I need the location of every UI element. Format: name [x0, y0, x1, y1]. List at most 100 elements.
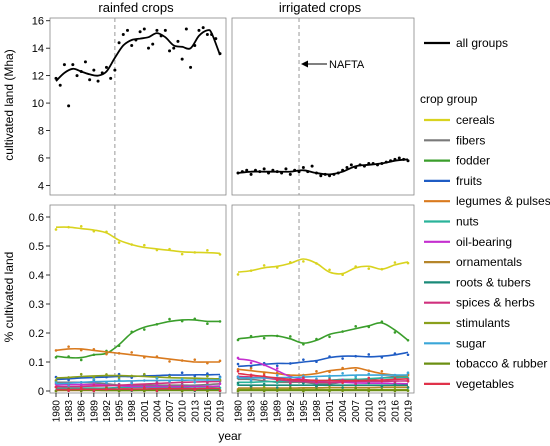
top-point-rainfed: [147, 46, 151, 50]
line-cereals-rainfed: [55, 226, 221, 255]
point-fodder-rainfed: [143, 328, 146, 331]
point-fruits-irrigated: [341, 357, 344, 360]
legend-top-label: all groups: [456, 36, 508, 50]
top-y-tick-label: 12: [32, 71, 44, 83]
legend-label-cereals: cereals: [456, 113, 495, 127]
bottom-y-tick-label: 0.3: [29, 299, 44, 311]
point-fodder-irrigated: [393, 331, 397, 334]
legend-label-tobacco-rubber: tobacco & rubber: [456, 357, 547, 371]
point-fodder-rainfed: [79, 358, 83, 362]
top-panel-frame-rainfed: [49, 17, 227, 196]
x-axes: 1980 1983 1986 1989 1992 1995 1998 2001 2004 2007…: [52, 393, 415, 422]
point-sugar-rainfed: [193, 381, 197, 384]
top-point-irrigated: [262, 167, 266, 171]
x-tick-label-irrigated: 2016: [390, 400, 401, 423]
nafta-arrow: [301, 60, 327, 68]
point-roots-tubers-irrigated: [341, 386, 344, 389]
top-y-tick-label: 16: [32, 16, 44, 28]
top-y-tick-label: 10: [32, 98, 44, 110]
top-y-tick-label: 8: [38, 126, 44, 138]
legend-label-vegetables: vegetables: [456, 377, 514, 391]
point-stimulants-irrigated: [262, 385, 266, 389]
point-fodder-irrigated: [328, 335, 331, 339]
top-point-irrigated: [397, 156, 401, 160]
line-oil-bearing-rainfed: [55, 383, 221, 388]
top-point-rainfed: [121, 32, 125, 36]
point-sugar-irrigated: [341, 372, 344, 375]
bottom-y-tick-label: 0.1: [29, 357, 44, 369]
top-y-tick-label: 4: [38, 180, 44, 192]
x-tick-label-rainfed: 1992: [102, 400, 113, 423]
point-roots-tubers-irrigated: [236, 381, 240, 385]
top-point-rainfed: [71, 63, 75, 67]
bottom-y-tick-label: 0.5: [29, 241, 44, 253]
x-tick-label-irrigated: 1995: [299, 400, 310, 423]
point-roots-tubers-irrigated: [406, 386, 410, 389]
bottom-y-tick-label: 0.2: [29, 328, 44, 340]
top-point-rainfed: [180, 57, 184, 61]
top-point-rainfed: [58, 83, 62, 87]
x-tick-label-irrigated: 2019: [404, 400, 415, 423]
top-point-irrigated: [319, 174, 323, 178]
top-point-rainfed: [201, 26, 205, 30]
point-fodder-irrigated: [289, 335, 292, 338]
line-vegetables-rainfed: [55, 387, 221, 391]
point-sugar-rainfed: [130, 381, 133, 385]
point-vegetables-rainfed: [92, 389, 96, 393]
point-vegetables-rainfed: [54, 385, 58, 389]
panel-frames: [49, 17, 415, 394]
bottom-y-tick-label: 0: [38, 386, 44, 398]
point-legumes-pulses-irrigated: [249, 367, 253, 370]
line-legumes-pulses-rainfed: [55, 347, 220, 363]
point-cereals-irrigated: [367, 267, 371, 270]
top-point-irrigated: [288, 172, 292, 176]
point-sugar-irrigated: [275, 374, 279, 377]
point-sugar-irrigated: [406, 371, 410, 375]
top-trend-line-rainfed: [55, 29, 221, 82]
legend-label-legumes-pulses: legumes & pulses: [456, 194, 550, 208]
point-fodder-irrigated: [262, 336, 266, 340]
point-vegetables-irrigated: [302, 376, 305, 379]
line-sugar-rainfed: [55, 379, 220, 385]
x-tick-label-rainfed: 1989: [89, 400, 100, 423]
x-tick-label-rainfed: 2001: [140, 400, 151, 423]
x-tick-label-irrigated: 2004: [338, 400, 349, 423]
point-cereals-rainfed: [143, 243, 146, 247]
x-tick-label-irrigated: 2007: [351, 400, 362, 423]
point-fodder-irrigated: [354, 325, 357, 328]
point-fruits-irrigated: [302, 358, 305, 361]
point-cereals-rainfed: [180, 252, 184, 256]
point-fodder-rainfed: [206, 322, 209, 326]
top-point-rainfed: [104, 65, 108, 69]
point-stimulants-rainfed: [206, 374, 209, 378]
point-legumes-pulses-rainfed: [67, 345, 70, 348]
point-stimulants-irrigated: [393, 385, 397, 389]
legend: cereals fibers fodder fruits legumes & pulse…: [424, 41, 550, 391]
top-point-rainfed: [109, 76, 113, 80]
point-vegetables-irrigated: [406, 379, 410, 383]
x-tick-label-rainfed: 1980: [52, 400, 63, 423]
column-title-irrigated: irrigated crops: [279, 0, 362, 15]
legend-label-fodder: fodder: [456, 154, 490, 168]
point-sugar-irrigated: [249, 378, 253, 382]
point-legumes-pulses-rainfed: [168, 360, 171, 363]
top-y-tick-label: 6: [38, 153, 44, 165]
line-cereals-irrigated: [237, 258, 409, 275]
point-fruits-irrigated: [367, 353, 371, 356]
point-cereals-irrigated: [236, 273, 240, 276]
point-fruits-irrigated: [236, 362, 240, 366]
top-point-rainfed: [163, 28, 167, 32]
point-vegetables-rainfed: [117, 385, 121, 388]
top-point-rainfed: [172, 46, 176, 50]
point-oil-bearing-irrigated: [275, 367, 279, 370]
x-tick-label-irrigated: 2013: [377, 400, 388, 423]
top-point-rainfed: [197, 28, 201, 32]
x-tick-label-irrigated: 1992: [286, 400, 297, 423]
point-stimulants-rainfed: [54, 378, 58, 382]
nafta-annotation: NAFTA: [329, 59, 365, 71]
legend-label-stimulants: stimulants: [456, 316, 510, 330]
top-point-rainfed: [88, 78, 92, 82]
top-point-rainfed: [142, 27, 146, 31]
point-cereals-irrigated: [393, 261, 397, 264]
point-cereals-irrigated: [262, 264, 266, 267]
